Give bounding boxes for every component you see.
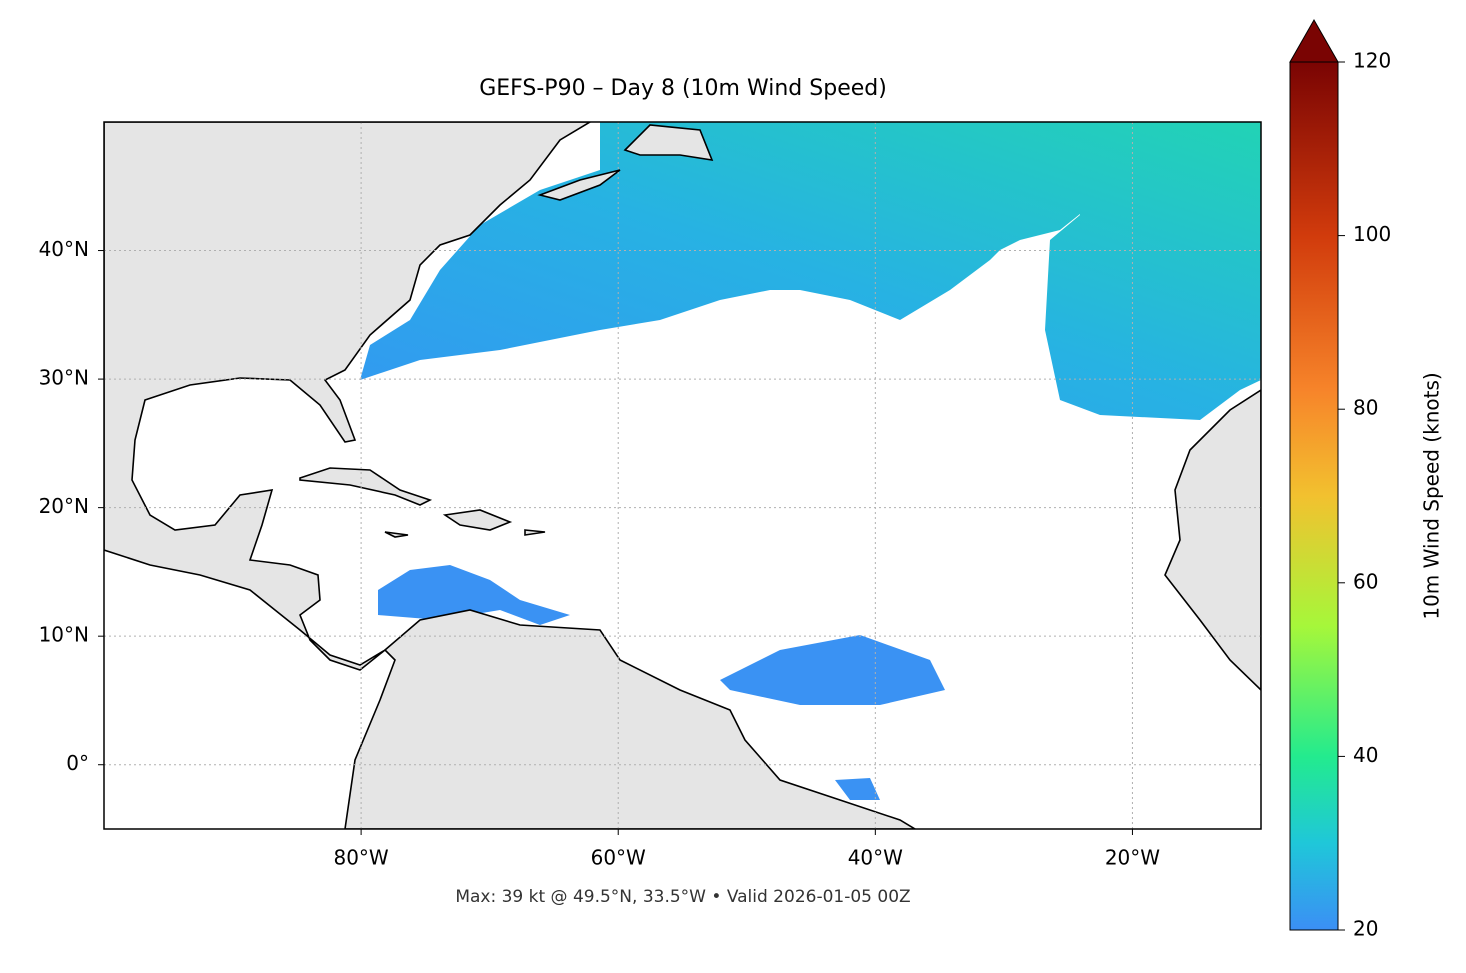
wind-field xyxy=(720,635,945,705)
land xyxy=(442,509,513,531)
y-tick-label: 0° xyxy=(66,751,89,775)
land xyxy=(537,169,621,201)
x-tick-label: 40°W xyxy=(848,846,903,870)
x-tick-label: 80°W xyxy=(333,846,388,870)
land xyxy=(299,467,433,506)
colorbar-tick-label: 80 xyxy=(1353,396,1378,420)
wind-field xyxy=(360,122,1261,420)
colorbar-tick-label: 40 xyxy=(1353,743,1378,767)
colorbar xyxy=(1289,61,1339,931)
y-tick-label: 20°N xyxy=(39,494,89,518)
colorbar-tick-label: 100 xyxy=(1353,222,1391,246)
colorbar-tick-label: 60 xyxy=(1353,569,1378,593)
x-tick-label: 60°W xyxy=(591,846,646,870)
wind-field xyxy=(378,565,570,625)
colorbar-label: 10m Wind Speed (knots) xyxy=(1420,372,1444,619)
y-tick-label: 30°N xyxy=(39,366,89,390)
colorbar-tick-label: 120 xyxy=(1353,49,1391,73)
land xyxy=(344,609,917,829)
x-tick-label: 20°W xyxy=(1105,846,1160,870)
map xyxy=(104,122,1261,829)
land xyxy=(623,124,714,162)
land xyxy=(104,122,592,671)
y-tick-label: 40°N xyxy=(39,237,89,261)
footer: Max: 39 kt @ 49.5°N, 33.5°W • Valid 2026… xyxy=(455,887,910,907)
land xyxy=(384,531,409,538)
land xyxy=(1164,389,1261,692)
land xyxy=(524,529,546,536)
colorbar-extend xyxy=(1289,18,1339,63)
wind-field xyxy=(835,778,880,800)
y-tick-label: 10°N xyxy=(39,623,89,647)
map-frame xyxy=(103,121,1262,830)
chart-title: GEFS-P90 – Day 8 (10m Wind Speed) xyxy=(479,76,887,101)
colorbar-tick-label: 20 xyxy=(1353,917,1378,941)
